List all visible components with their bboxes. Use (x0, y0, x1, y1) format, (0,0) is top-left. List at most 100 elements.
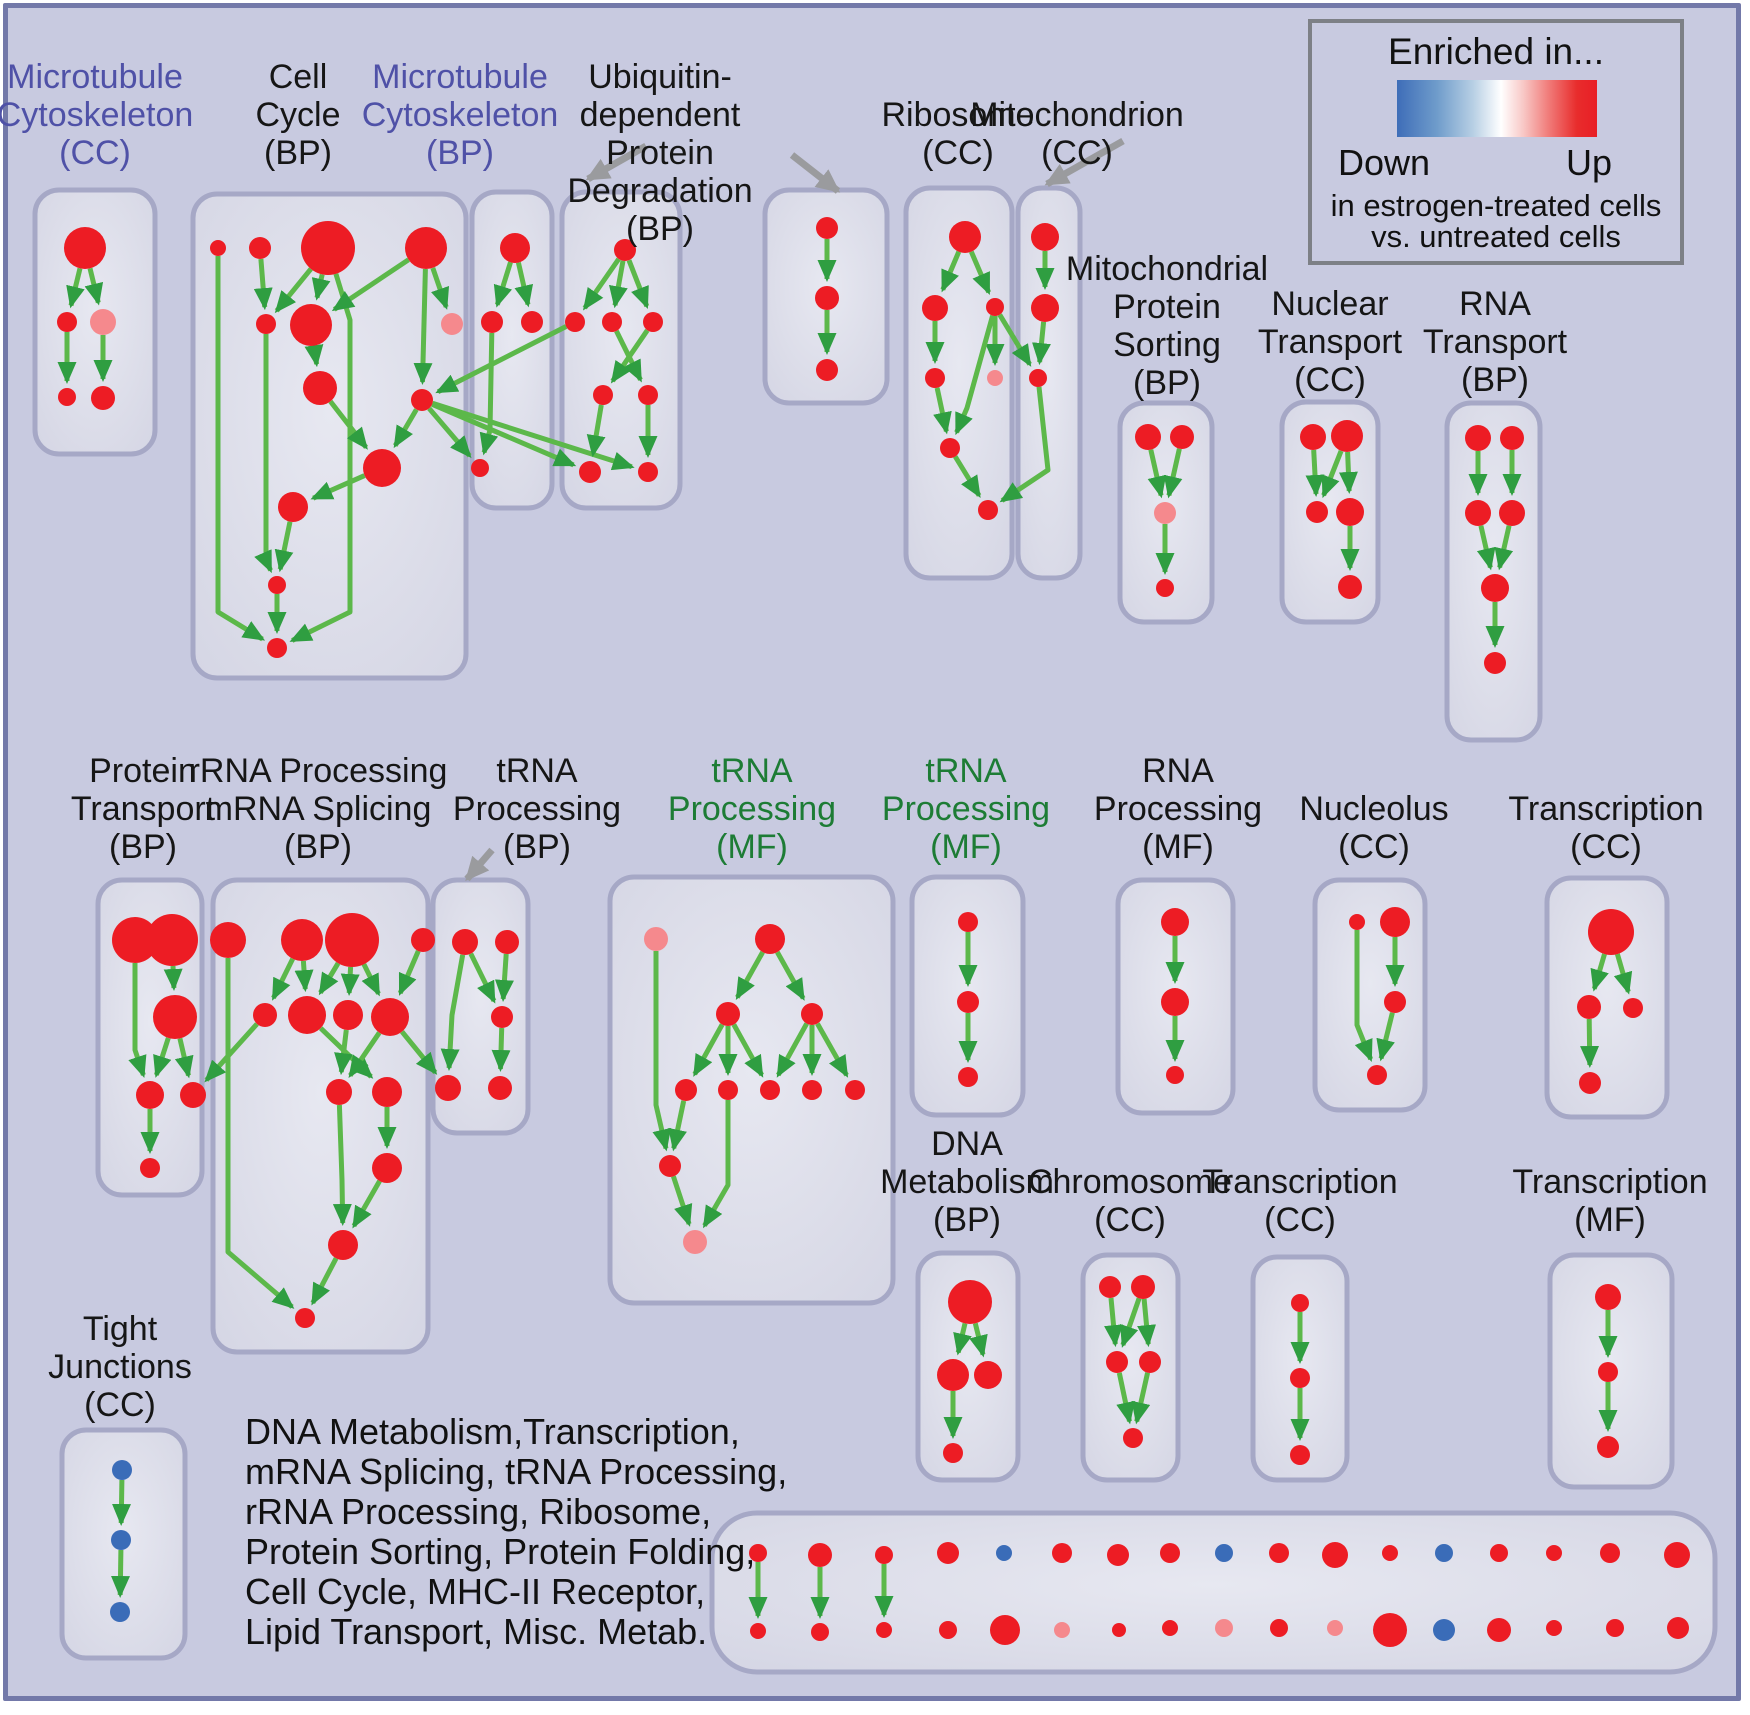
gene-set-node-rr1 (210, 922, 246, 958)
group-title-mit: Mitochondrion (CC) (970, 96, 1184, 172)
gene-set-node-cc6 (290, 304, 332, 346)
edge-pt2-pt3 (163, 965, 183, 991)
group-title-line: Sorting (1113, 326, 1221, 364)
gene-set-node-b5b (990, 1615, 1020, 1645)
group-title-tcc: Transcription (CC) (1508, 790, 1703, 866)
group-title-line: (BP) (626, 210, 694, 248)
group-title-line: dependent (579, 96, 741, 134)
group-title-line: Transport (70, 790, 216, 828)
gene-set-node-tmf4 (801, 1003, 823, 1025)
edge-rr3-rrB2 (318, 961, 341, 996)
group-title-line: Processing (667, 790, 837, 828)
group-title-rpm: RNA Processing (MF) (1094, 752, 1262, 866)
gene-set-node-tcc4 (1579, 1072, 1601, 1094)
group-title-nt: Nuclear Transport (CC) (1258, 285, 1402, 399)
edge-mps1-mps3 (1147, 449, 1167, 499)
group-title-line: Microtubule (7, 58, 183, 96)
group-box-rt (1444, 400, 1543, 743)
annotation-arrows-layer (464, 137, 1125, 882)
gene-set-node-b8t (1160, 1543, 1180, 1563)
group-title-mcc: Microtubule Cytoskeleton (CC) (0, 58, 193, 172)
group-title-line: Transcription (1508, 790, 1704, 828)
gene-set-node-cc1 (210, 240, 226, 256)
edge-tmf10-tmf11 (671, 1175, 693, 1227)
gene-set-node-b4b (939, 1621, 957, 1639)
gene-set-node-cc3 (301, 221, 355, 275)
footer-line: DNA Metabolism,Transcription, (245, 1411, 740, 1452)
group-box-dm (915, 1250, 1021, 1483)
group-title-line: (CC) (1041, 134, 1113, 172)
gene-set-node-mps2 (1170, 425, 1194, 449)
gene-set-node-rr3 (325, 913, 379, 967)
gene-set-node-tms2 (957, 991, 979, 1013)
nodes-layer (57, 217, 1690, 1647)
edge-ub1-ub4 (626, 259, 650, 309)
edge-dm1-dm3 (969, 1322, 988, 1358)
gene-set-node-tms1 (958, 912, 978, 932)
group-title-line: Chromosome (1027, 1163, 1233, 1201)
group-title-line: Processing (881, 790, 1051, 828)
gene-set-node-b16b (1606, 1619, 1624, 1637)
gene-set-node-pt6 (140, 1158, 160, 1178)
edge-tmf3-tmf7 (731, 1023, 764, 1078)
gene-set-node-tms3 (958, 1067, 978, 1087)
gene-set-node-rib2 (922, 295, 948, 321)
edge-rrC1-rrE (332, 1104, 352, 1226)
group-title-line: Transcription (1202, 1163, 1398, 1201)
group-title-rib: Ribosome (CC) (881, 96, 1034, 172)
edge-rrD-rrE (351, 1179, 382, 1229)
gene-set-node-mcc2 (57, 312, 77, 332)
gene-set-node-rt3 (1465, 500, 1491, 526)
gene-set-node-uc1 (816, 217, 838, 239)
gene-set-node-nt2 (1331, 420, 1363, 452)
group-title-line: Mitochondrion (970, 96, 1184, 134)
gene-set-node-ch5 (1123, 1428, 1143, 1448)
group-title-line: DNA (931, 1125, 1003, 1163)
group-title-line: (MF) (716, 828, 788, 866)
gene-set-node-rt6 (1484, 652, 1506, 674)
gene-set-node-rib5 (987, 370, 1003, 386)
gene-set-node-cc4 (405, 227, 447, 269)
gene-set-node-rrE (328, 1230, 358, 1260)
footer-line: mRNA Splicing, tRNA Processing, (245, 1451, 788, 1492)
edge-rr3-rrB3 (340, 966, 360, 996)
group-title-line: (MF) (1574, 1201, 1646, 1239)
gene-set-node-b7t (1107, 1544, 1129, 1566)
gene-set-node-b10t (1269, 1543, 1289, 1563)
gene-set-node-mcc3 (90, 309, 116, 335)
edge-tmf3-tmf5 (692, 1023, 725, 1077)
gene-set-node-ub7 (579, 461, 601, 483)
group-title-line: Mitochondrial (1065, 250, 1269, 288)
footer-line: Cell Cycle, MHC-II Receptor, (245, 1571, 706, 1612)
group-box-rrna (210, 877, 431, 1355)
group-title-line: (BP) (425, 134, 494, 172)
group-title-line: (CC) (1264, 1201, 1336, 1239)
gene-set-node-b6b (1054, 1622, 1070, 1638)
group-title-line: Cycle (255, 96, 341, 134)
gene-set-node-mcc1 (64, 227, 106, 269)
group-title-line: RNA (1142, 752, 1214, 790)
edges-layer (57, 239, 1633, 1620)
group-title-line: (BP) (933, 1201, 1001, 1239)
edge-tj1-tj2 (112, 1479, 132, 1526)
edge-mit2-mit3 (1032, 321, 1051, 366)
edge-cc11-cc12 (274, 521, 294, 573)
edge-rt4-rt5 (1494, 525, 1514, 571)
gene-set-node-ch3 (1106, 1351, 1128, 1373)
gene-set-node-tpb2 (495, 930, 519, 954)
group-title-line: Junctions (48, 1348, 192, 1386)
gene-set-node-mit2 (1031, 294, 1059, 322)
gene-set-node-rib3 (986, 298, 1004, 316)
legend-gradient-bar (1397, 80, 1597, 137)
group-title-line: (CC) (922, 134, 994, 172)
gene-set-node-tcc3 (1623, 998, 1643, 1018)
edge-cc3-cc6 (311, 273, 331, 301)
gene-set-node-b2b (811, 1623, 829, 1641)
edge-ch2-ch3 (1120, 1297, 1142, 1348)
edge-tcc1-tcc3 (1613, 953, 1633, 995)
gene-set-node-ch2 (1131, 1275, 1155, 1299)
group-title-line: mRNA Splicing (204, 790, 432, 828)
group-title-line: (CC) (1294, 361, 1366, 399)
group-title-line: Transcription (1512, 1163, 1708, 1201)
